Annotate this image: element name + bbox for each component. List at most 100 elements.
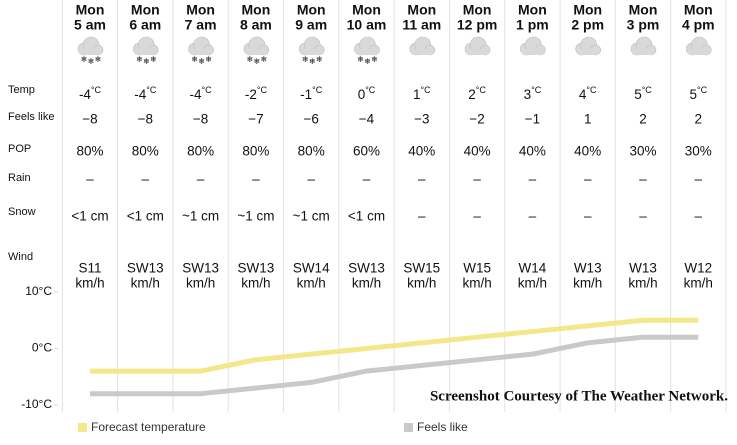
day: Mon [684, 2, 713, 18]
y-tick-label: 0°C [32, 341, 52, 355]
y-tick-label: 10°C [25, 284, 52, 298]
feels-like: 1 [584, 112, 592, 127]
pop: 30% [685, 144, 712, 159]
weather-icon: ❄ ❄ ❄ [243, 36, 270, 66]
wind-speed: SW13 [238, 261, 275, 276]
snowflake: ❄ [316, 55, 323, 64]
temperature: 0°C [358, 85, 376, 101]
wind-speed: SW14 [293, 261, 330, 276]
day: Mon [297, 2, 326, 18]
temp-unit: °C [642, 85, 653, 95]
cloud-base [466, 49, 490, 55]
snow: ~1 cm [293, 209, 330, 224]
wind-speed: W13 [629, 261, 657, 276]
temp-unit: °C [146, 85, 157, 95]
day: Mon [629, 2, 658, 18]
temperature: -2°C [245, 85, 268, 101]
weather-icon [520, 36, 546, 56]
day: Mon [463, 2, 492, 18]
time: 6 am [129, 17, 161, 33]
temp-value: 3 [524, 87, 532, 102]
y-tick-label: -10°C [21, 397, 52, 411]
time: 2 pm [571, 17, 604, 33]
temperature: -1°C [300, 85, 323, 101]
pop: 80% [187, 144, 214, 159]
wind-unit: km/h [352, 276, 381, 291]
temp-unit: °C [697, 85, 708, 95]
cloud-base [355, 49, 379, 55]
wind-unit: km/h [684, 276, 713, 291]
cloud-base [300, 49, 324, 55]
temperature: -4°C [190, 85, 213, 101]
weather-icon [409, 36, 436, 56]
rain: – [86, 172, 94, 187]
snowflake: ❄ [136, 55, 143, 64]
temperature: 5°C [689, 85, 707, 101]
snowflake: ❄ [357, 55, 364, 64]
snow: <1 cm [348, 209, 385, 224]
legend-swatch [404, 423, 413, 432]
snowflake: ❄ [143, 57, 150, 66]
feels-like: −6 [303, 112, 318, 127]
rain: – [584, 172, 592, 187]
temp-unit: °C [91, 85, 102, 95]
snowflake: ❄ [261, 55, 268, 64]
wind-speed: SW15 [403, 261, 440, 276]
pop: 40% [519, 144, 546, 159]
wind-speed: SW13 [127, 261, 164, 276]
snow: ~1 cm [182, 209, 219, 224]
row-label: Wind [8, 251, 33, 263]
pop: 40% [408, 144, 435, 159]
time: 11 am [402, 17, 441, 33]
series-line [90, 334, 699, 397]
rain: – [418, 172, 426, 187]
weather-icon [685, 36, 712, 56]
rain: – [142, 172, 150, 187]
weather-icon [630, 36, 657, 56]
time: 9 am [295, 17, 327, 33]
wind-unit: km/h [407, 276, 436, 291]
temp-unit: °C [202, 85, 213, 95]
temp-unit: °C [531, 85, 542, 95]
temp-value: -4 [134, 87, 146, 102]
snowflake: ❄ [254, 57, 261, 66]
snow: – [418, 209, 426, 224]
wind-unit: km/h [462, 276, 491, 291]
snow: – [473, 209, 481, 224]
snowflake: ❄ [364, 57, 371, 66]
snowflake: ❄ [247, 55, 254, 64]
weather-icon: ❄ ❄ ❄ [354, 36, 380, 66]
day: Mon [573, 2, 602, 18]
cloud-base [189, 49, 213, 55]
wind-speed: W13 [574, 261, 602, 276]
wind-unit: km/h [518, 276, 547, 291]
watermark: Screenshot Courtesy of The Weather Netwo… [430, 388, 728, 404]
weather-icon: ❄ ❄ ❄ [188, 36, 214, 66]
weather-icon: ❄ ❄ ❄ [298, 36, 325, 66]
time: 3 pm [627, 17, 660, 33]
temp-unit: °C [365, 85, 376, 95]
snowflake: ❄ [95, 55, 102, 64]
temperature: -4°C [134, 85, 157, 101]
feels-like: −8 [82, 112, 97, 127]
wind-speed: S11 [78, 261, 101, 276]
wind-speed: W12 [684, 261, 712, 276]
temp-value: -2 [245, 87, 257, 102]
temperature: 5°C [634, 85, 652, 101]
row-label: Snow [8, 206, 36, 218]
cloud-base [244, 49, 268, 55]
time: 4 pm [682, 17, 715, 33]
feels-like: −2 [469, 112, 484, 127]
legend-swatch [78, 423, 87, 432]
snowflake: ❄ [81, 55, 88, 64]
cloud-base [79, 49, 102, 55]
day: Mon [352, 2, 381, 18]
snow: – [695, 209, 703, 224]
weather-icon [464, 36, 491, 56]
rain: – [473, 172, 481, 187]
time: 8 am [240, 17, 272, 33]
temp-unit: °C [312, 85, 323, 95]
snow: <1 cm [127, 209, 164, 224]
time: 12 pm [457, 17, 497, 33]
wind-unit: km/h [628, 276, 657, 291]
